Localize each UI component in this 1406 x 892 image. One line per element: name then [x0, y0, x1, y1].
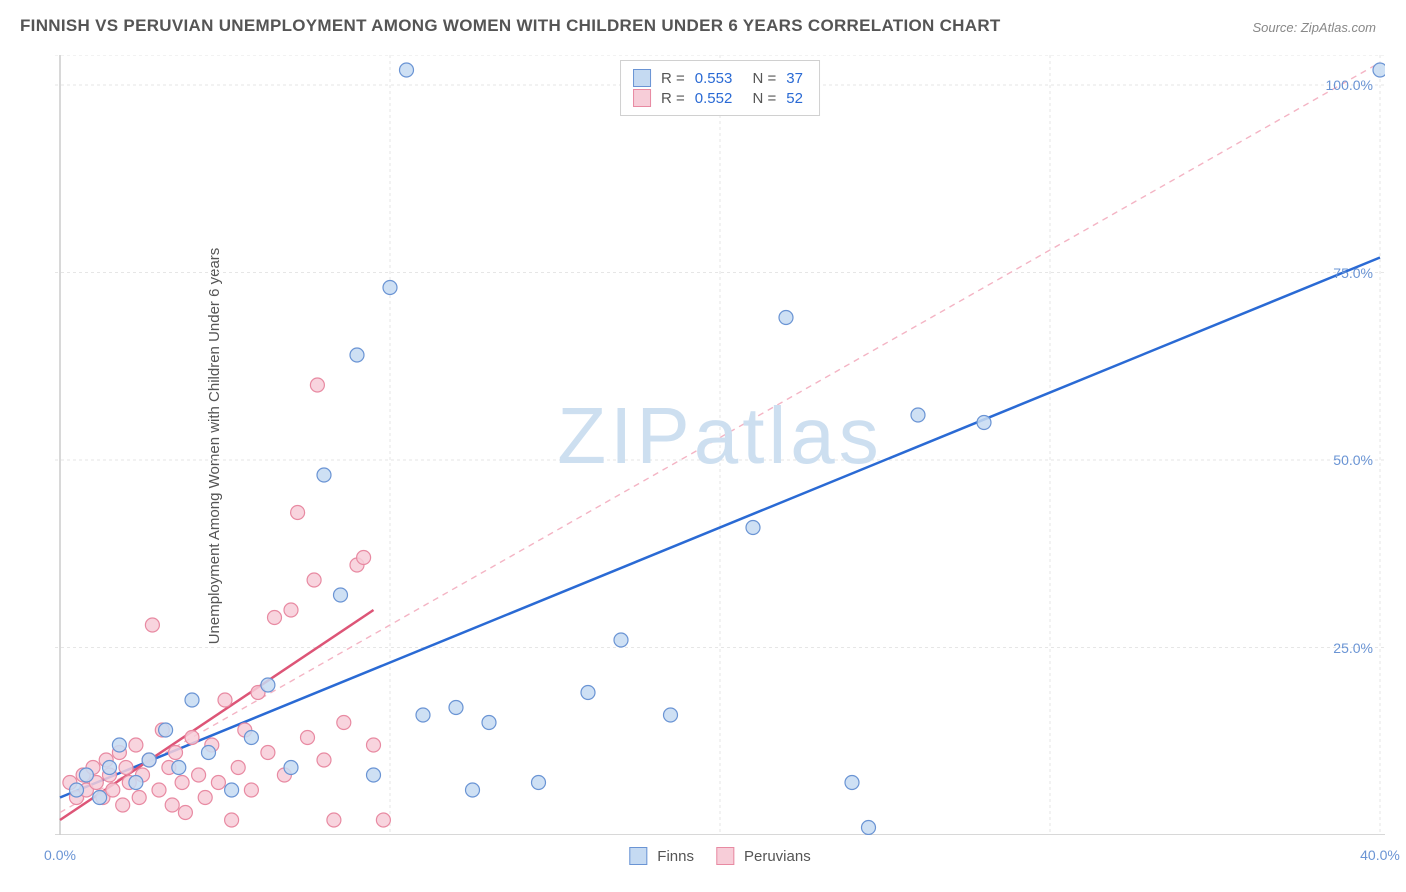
- legend-label-peruvians: Peruvians: [744, 848, 811, 865]
- chart-area: ZIPatlas R = 0.553 N = 37 R = 0.552 N = …: [55, 55, 1385, 835]
- y-tick-label: 25.0%: [1333, 640, 1373, 656]
- x-tick-label: 0.0%: [44, 847, 76, 863]
- n-label: N =: [753, 90, 777, 107]
- scatter-plot-svg: [55, 55, 1385, 835]
- legend-correlation: R = 0.553 N = 37 R = 0.552 N = 52: [620, 60, 820, 116]
- swatch-finns-bottom: [629, 847, 647, 865]
- y-tick-label: 75.0%: [1333, 265, 1373, 281]
- y-tick-label: 50.0%: [1333, 452, 1373, 468]
- swatch-peruvians-bottom: [716, 847, 734, 865]
- legend-row-finns: R = 0.553 N = 37: [633, 69, 807, 87]
- r-value-peruvians: 0.552: [695, 90, 733, 107]
- n-value-peruvians: 52: [786, 90, 803, 107]
- y-tick-label: 100.0%: [1326, 77, 1373, 93]
- x-tick-label: 40.0%: [1360, 847, 1400, 863]
- r-label: R =: [661, 90, 685, 107]
- legend-item-peruvians: Peruvians: [716, 847, 811, 865]
- swatch-peruvians: [633, 89, 651, 107]
- r-label: R =: [661, 70, 685, 87]
- legend-row-peruvians: R = 0.552 N = 52: [633, 89, 807, 107]
- swatch-finns: [633, 69, 651, 87]
- legend-label-finns: Finns: [657, 848, 694, 865]
- legend-item-finns: Finns: [629, 847, 694, 865]
- legend-series: Finns Peruvians: [629, 847, 810, 865]
- chart-title: FINNISH VS PERUVIAN UNEMPLOYMENT AMONG W…: [20, 16, 1001, 36]
- n-label: N =: [753, 70, 777, 87]
- r-value-finns: 0.553: [695, 70, 733, 87]
- n-value-finns: 37: [786, 70, 803, 87]
- source-attribution: Source: ZipAtlas.com: [1252, 20, 1376, 35]
